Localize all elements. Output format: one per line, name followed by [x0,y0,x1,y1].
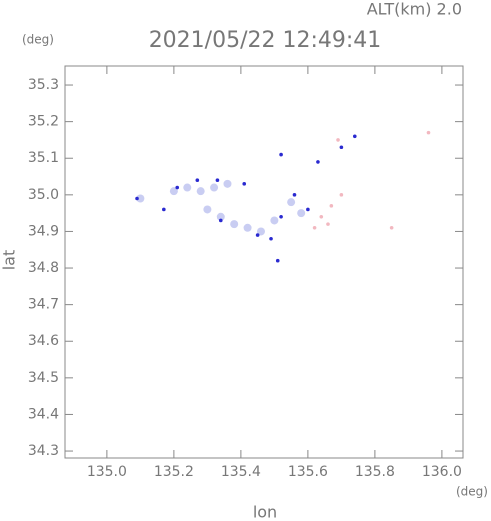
data-point [339,193,344,197]
data-point [279,214,283,219]
data-point [243,223,252,232]
y-tick-label: 35.0 [28,187,59,203]
data-point [195,178,200,182]
data-point [196,187,205,196]
data-point [292,193,297,197]
x-tick-label: 136.0 [422,464,462,480]
data-point [389,225,394,230]
plot-frame [64,65,464,459]
data-point [319,214,324,219]
data-point [210,183,219,192]
data-point [136,194,145,203]
y-tick-label: 34.6 [28,333,59,349]
data-point [287,198,296,207]
data-point [183,183,192,192]
chart-title: 2021/05/22 12:49:41 [149,28,382,53]
x-tick-label: 135.0 [87,464,127,480]
data-point [339,145,344,150]
data-point [203,205,212,214]
data-point [279,152,283,157]
data-point [352,134,357,139]
data-point [218,218,223,223]
x-axis-label: lon [253,503,277,521]
y-tick-label: 34.4 [28,406,59,422]
data-point [336,138,340,142]
data-point [329,204,334,208]
y-tick-label: 35.3 [28,77,59,93]
data-point [216,212,225,221]
data-point [269,236,273,241]
data-point [306,207,310,212]
data-point [297,209,306,218]
subtitle: ALT(km) 2.0 [367,0,462,19]
x-tick-label: 135.8 [355,464,395,480]
data-point [135,196,139,201]
data-point [162,207,166,212]
data-point [215,178,220,182]
x-tick-label: 135.6 [288,464,328,480]
data-point [230,220,239,229]
data-point [326,222,330,226]
data-point [426,130,431,135]
x-tick-label: 135.4 [221,464,261,480]
y-tick-label: 34.5 [28,370,59,386]
data-point [169,187,178,196]
data-point [223,179,232,188]
y-axis-label: lat [0,250,19,271]
data-point [312,225,317,230]
y-tick-label: 34.9 [28,223,59,239]
data-point [256,227,265,236]
y-tick-label: 34.3 [28,443,59,459]
y-tick-label: 35.1 [28,150,59,166]
data-point [270,216,279,225]
y-tick-label: 35.2 [28,114,59,130]
data-point [275,258,280,263]
y-tick-label: 34.7 [28,297,59,313]
y-unit: (deg) [22,33,54,47]
data-point [316,160,320,164]
data-point [255,233,260,237]
x-tick-label: 135.2 [154,464,194,480]
x-unit: (deg) [456,485,488,499]
data-point [175,185,180,190]
data-point [242,182,247,186]
y-tick-label: 34.8 [28,260,59,276]
